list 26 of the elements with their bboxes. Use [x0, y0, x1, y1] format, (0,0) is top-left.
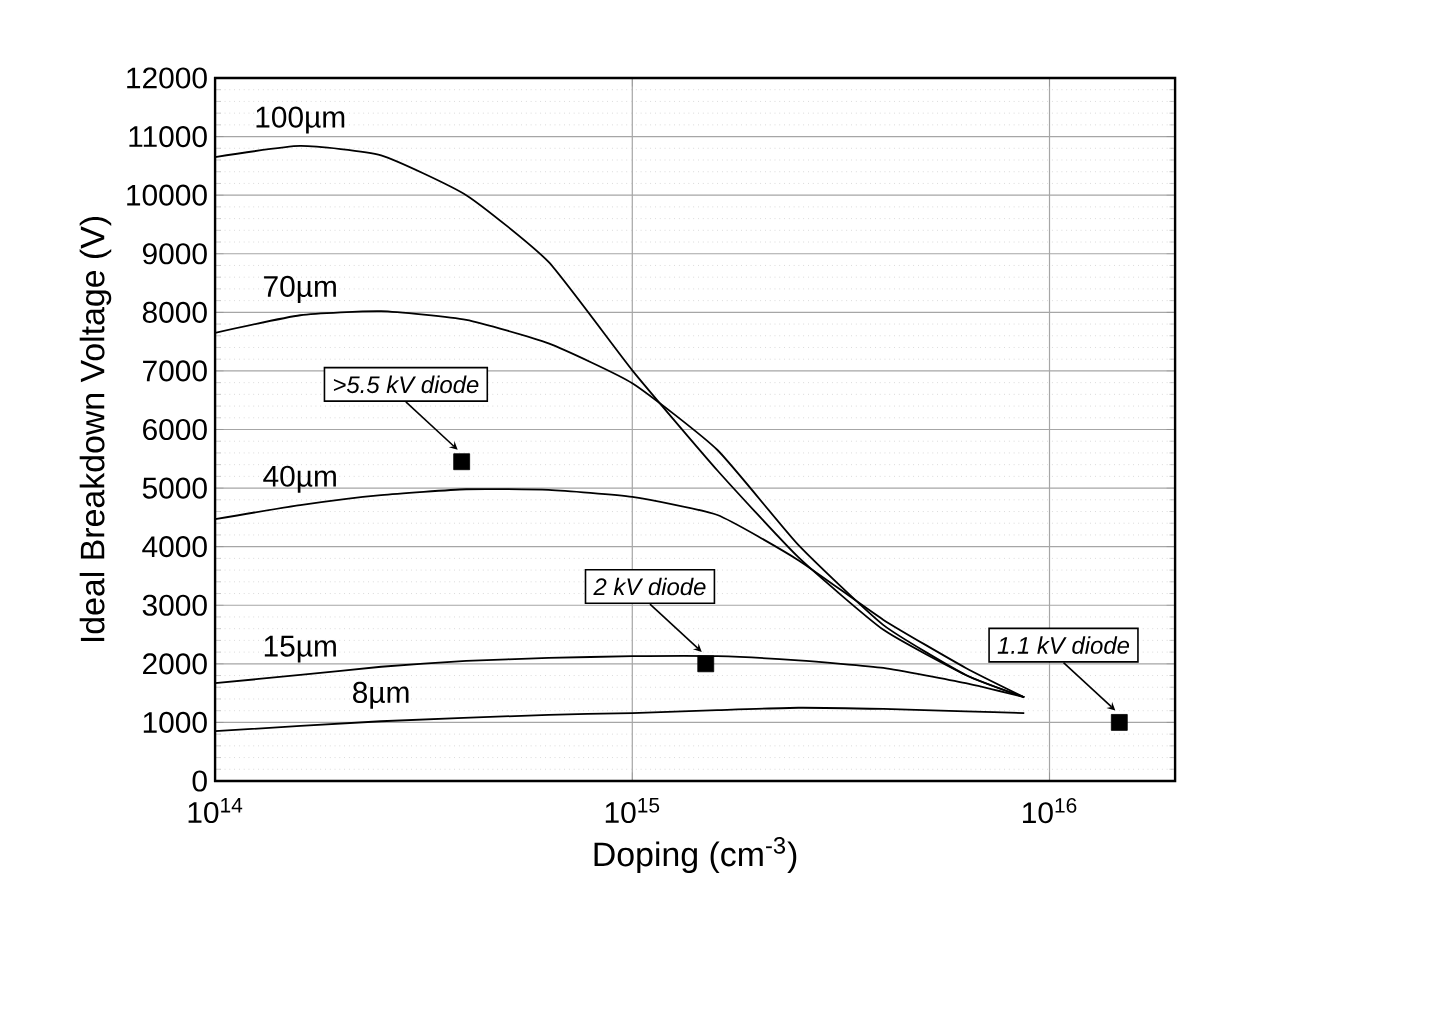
series-label: 70µm: [264, 275, 336, 303]
x-tick-label: 10$^{15}$: [605, 798, 660, 824]
x-axis-title: Doping (cm$^{-3}$): [594, 836, 797, 874]
y-tick-label: 6000: [143, 418, 207, 441]
y-tick-label: 5000: [142, 477, 207, 499]
annotation: 1.1 kV diode: [997, 636, 1130, 654]
y-tick-label: 2000: [143, 653, 207, 675]
y-tick-label: 11000: [129, 125, 207, 148]
y-tick-label: 10000: [127, 184, 207, 206]
y-tick-label: 9000: [142, 243, 207, 265]
y-tick-label: 3000: [142, 594, 207, 616]
x-tick-label: 10$^{16}$: [1023, 798, 1077, 824]
y-tick-label: 8000: [142, 301, 207, 323]
annotation: 2 kV diode: [593, 577, 706, 596]
series-label: 8µm: [353, 681, 409, 709]
series-label: 40µm: [263, 465, 336, 493]
y-axis-title: Ideal Breakdown Voltage (V): [79, 217, 112, 642]
y-tick-label: 1000: [143, 711, 207, 733]
y-tick-label: 7000: [143, 360, 207, 382]
y-tick-label: 4000: [142, 536, 207, 558]
series-label: 15µm: [264, 635, 336, 663]
y-tick-label: 0: [192, 770, 207, 792]
x-tick-label: 10$^{14}$: [188, 798, 243, 824]
annotation: >5.5 kV diode: [333, 375, 479, 394]
series-label: 100µm: [256, 106, 345, 134]
y-tick-label: 12000: [127, 67, 207, 89]
